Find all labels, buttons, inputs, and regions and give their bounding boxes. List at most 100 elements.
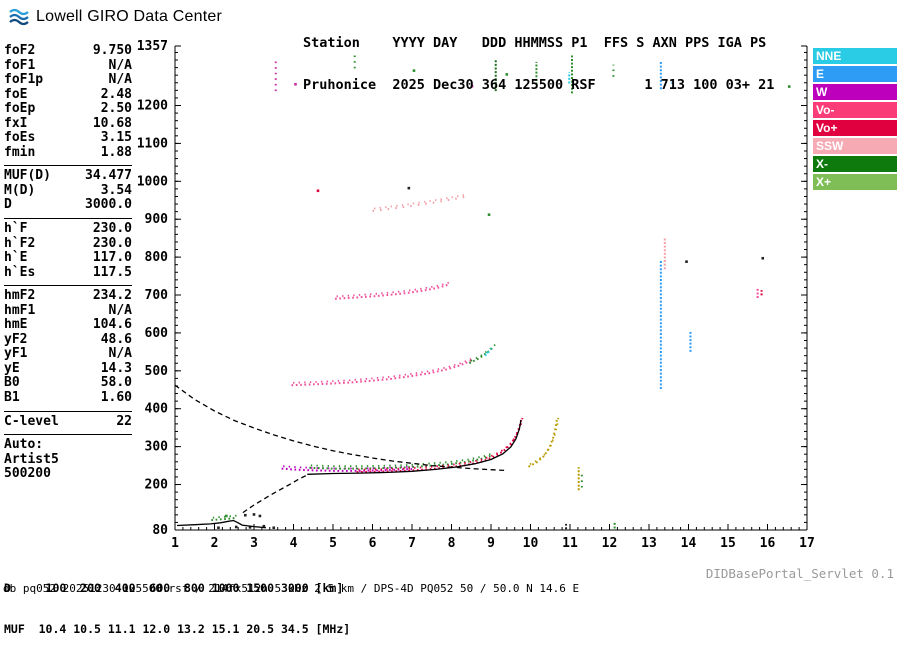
trace-F-trace-X xyxy=(309,454,494,470)
x-tick-label: 3 xyxy=(250,536,258,551)
x-tick-label: 2 xyxy=(211,536,219,551)
param-row: h`E 117.0 xyxy=(4,251,132,266)
dmuf-d-line: D 100 200 400 600 800 1000 1500 3000 [km… xyxy=(4,581,344,595)
param-row: yF1 N/A xyxy=(4,347,132,362)
x-tick-label: 13 xyxy=(641,536,657,551)
param-row: h`F 230.0 xyxy=(4,221,132,237)
param-row: foF1 N/A xyxy=(4,58,132,74)
echo-dot xyxy=(272,526,276,530)
y-tick-label: 600 xyxy=(145,326,169,341)
trace-second-hop-X-scatter xyxy=(470,343,497,362)
param-row: foEs 3.15 xyxy=(4,131,132,146)
param-value: 34.477 xyxy=(85,168,132,184)
param-row: D 3000.0 xyxy=(4,198,132,213)
param-separator xyxy=(4,165,132,167)
param-separator xyxy=(4,218,132,220)
param-label: B1 xyxy=(4,390,20,406)
echo-dot xyxy=(407,186,411,190)
param-value: 58.0 xyxy=(100,375,132,391)
legend-item-x: X- xyxy=(813,156,897,172)
x-tick-label: 6 xyxy=(369,536,377,551)
param-value: 230.0 xyxy=(92,235,132,251)
x-tick-label: 15 xyxy=(720,536,736,551)
param-row: foF1p N/A xyxy=(4,73,132,88)
param-label: D xyxy=(4,197,12,213)
legend-item-vo: Vo+ xyxy=(813,120,897,136)
dmuf-table: D 100 200 400 600 800 1000 1500 3000 [km… xyxy=(4,555,350,650)
param-value: 117.0 xyxy=(92,250,132,266)
param-value: 3.54 xyxy=(100,182,132,198)
dmuf-muf-line: MUF 10.4 10.5 11.1 12.0 13.2 15.1 20.5 3… xyxy=(4,621,351,636)
x-tick-label: 4 xyxy=(290,536,298,551)
param-label: yE xyxy=(4,360,20,376)
echo-dot xyxy=(225,514,228,518)
y-tick-label: 1100 xyxy=(137,136,168,151)
x-tick-label: 12 xyxy=(602,536,618,551)
param-label: yF1 xyxy=(4,346,28,362)
param-value: N/A xyxy=(108,346,132,362)
param-value: 3.15 xyxy=(100,130,132,146)
param-row: hmF2 234.2 xyxy=(4,289,132,304)
param-row: MUF(D) 34.477 xyxy=(4,169,132,184)
station-header-line2: Pruhonice 2025 Dec30 364 125500 RSF 1 71… xyxy=(303,77,775,93)
param-label: MUF(D) xyxy=(4,168,51,184)
parameter-panel: foF2 9.750 foF1 N/A foF1p N/A foE 2.48 foEp 2.50 f… xyxy=(4,43,132,482)
legend-item-e: E xyxy=(813,66,897,82)
param-separator xyxy=(4,285,132,287)
param-row: foE 2.48 xyxy=(4,86,132,103)
param-value: 9.750 xyxy=(92,43,132,58)
echo-dot xyxy=(787,85,791,88)
trace-X-mode-cusp-scatter xyxy=(529,416,560,466)
param-value: 104.6 xyxy=(92,317,132,333)
echo-dot xyxy=(262,524,266,528)
trace-second-hop-NNE xyxy=(484,348,492,357)
param-value: 117.5 xyxy=(92,264,132,280)
station-header: Station YYYY DAY DDD HHMMSS P1 FFS S AXN… xyxy=(303,8,774,106)
param-value: 1.60 xyxy=(100,390,132,406)
param-label: h`F2 xyxy=(4,235,36,251)
param-row: hmF1 N/A xyxy=(4,303,132,319)
echo-dot xyxy=(685,260,688,263)
echo-dot xyxy=(248,526,252,529)
y-tick-label: 700 xyxy=(145,288,169,303)
param-value: 234.2 xyxy=(92,288,132,304)
echo-dot xyxy=(234,525,238,529)
param-label: fxI xyxy=(4,115,28,131)
trace-F-trace-Vo-plus-scatter xyxy=(358,416,524,471)
echo-dot xyxy=(671,81,674,85)
param-label: hmE xyxy=(4,317,28,333)
echo-dot xyxy=(258,514,262,518)
trace-F-trace-W xyxy=(281,467,413,472)
param-row: foF2 9.750 xyxy=(4,43,132,59)
param-label: B0 xyxy=(4,375,20,391)
trace-fourth-hop xyxy=(372,195,466,212)
x-tick-label: 7 xyxy=(408,536,416,551)
param-row: B1 1.60 xyxy=(4,390,132,406)
x-tick-label: 9 xyxy=(487,536,495,551)
giro-logo: Lowell GIRO Data Center xyxy=(8,7,222,27)
param-value: 2.50 xyxy=(100,101,132,117)
param-row: fxI 10.68 xyxy=(4,115,132,132)
x-tick-label: 11 xyxy=(562,536,578,551)
param-row: foEp 2.50 xyxy=(4,102,132,117)
y-tick-label: 800 xyxy=(145,250,169,265)
autoscaling-info: Auto: xyxy=(4,437,44,453)
y-tick-label: 400 xyxy=(145,402,169,417)
trace-F-trace-Vo-plus xyxy=(356,418,523,473)
echo-dot xyxy=(294,82,297,86)
param-value: 10.68 xyxy=(92,115,132,131)
x-tick-label: 10 xyxy=(523,536,539,551)
x-tick-label: 17 xyxy=(799,536,815,551)
trace-F-trace-X-scatter xyxy=(310,451,495,468)
param-value: 22 xyxy=(116,413,132,429)
param-value: 3000.0 xyxy=(85,197,132,213)
legend-item-ssw: SSW xyxy=(813,138,897,154)
param-row: yE 14.3 xyxy=(4,360,132,377)
fit-line-profile-valley xyxy=(242,474,308,514)
param-value: 230.0 xyxy=(92,221,132,237)
ionogram-plot: 8020030040050060070080090010001100120013… xyxy=(137,39,815,551)
echo-dot xyxy=(487,213,491,216)
echo-dot xyxy=(470,84,474,88)
legend-item-vo: Vo- xyxy=(813,102,897,118)
param-label: foE xyxy=(4,86,28,102)
